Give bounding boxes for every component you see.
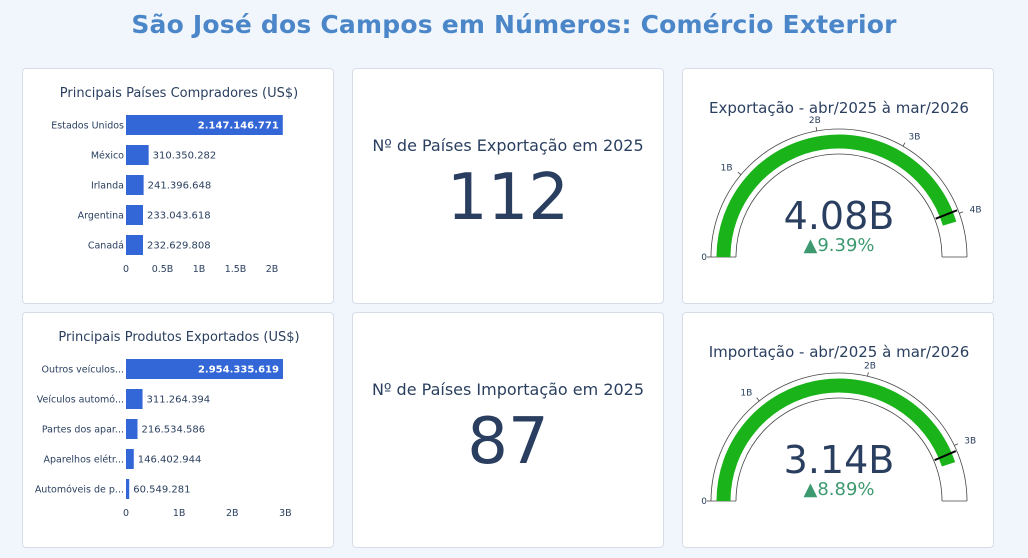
kpi-card-import-countries: Nº de Países Importação em 2025 87	[352, 312, 664, 548]
gauge-value-bar	[716, 134, 957, 258]
data-label: 2.954.335.619	[198, 365, 279, 376]
x-tick-label: 0.5B	[152, 264, 174, 275]
category-label: Estados Unidos	[51, 121, 124, 132]
gauge-title: Exportação - abr/2025 à mar/2026	[709, 99, 969, 117]
x-tick-label: 0	[123, 508, 129, 519]
data-label: 60.549.281	[133, 485, 190, 496]
bar-mark	[126, 449, 134, 469]
category-label: Argentina	[78, 211, 124, 222]
bar-chart-title: Principais Produtos Exportados (US$)	[58, 330, 299, 345]
gauge-tick-label: 3B	[964, 437, 976, 447]
gauge-export: Exportação - abr/2025 à mar/2026 0 1B 2B 3B 4…	[701, 99, 982, 263]
category-label: Canadá	[88, 241, 124, 252]
kpi-value-import-countries: 87	[467, 405, 549, 479]
gauge-tick	[815, 126, 818, 132]
gauge-value: 3.14B	[784, 438, 895, 482]
gauge-tick	[954, 443, 959, 446]
bar-mark	[126, 359, 283, 379]
gauge-value-bar	[716, 378, 956, 502]
bar-mark	[126, 145, 149, 165]
bar-chart-title: Principais Países Compradores (US$)	[60, 86, 298, 101]
gauge-tick-label: 1B	[740, 388, 752, 398]
bar-chart-products: Principais Produtos Exportados (US$) Outr…	[35, 330, 300, 519]
x-tick-label: 1B	[173, 508, 186, 519]
bar-mark	[126, 419, 138, 439]
bar-mark	[126, 205, 144, 225]
data-label: 310.350.282	[153, 151, 217, 162]
gauge-tick	[756, 397, 760, 402]
x-tick-label: 3B	[279, 508, 292, 519]
data-label: 216.534.586	[142, 425, 206, 436]
data-label: 146.402.944	[138, 455, 202, 466]
bar-chart-card-countries: Principais Países Compradores (US$) Estad…	[22, 68, 334, 304]
gauge-tick-label: 4B	[970, 205, 982, 215]
gauge-tick-label: 1B	[721, 164, 733, 174]
bar-mark	[126, 389, 143, 409]
gauge-import: Importação - abr/2025 à mar/2026 0 1B 2B 3B 3…	[701, 343, 976, 507]
gauge-outline-outer	[710, 128, 968, 258]
data-label: 311.264.394	[147, 395, 211, 406]
kpi-card-export-countries: Nº de Países Exportação em 2025 112	[352, 68, 664, 304]
gauge-delta: ▲9.39%	[803, 235, 874, 256]
gauge-card-import: Importação - abr/2025 à mar/2026 0 1B 2B 3B 3…	[682, 312, 994, 548]
bar-mark	[126, 115, 283, 135]
gauge-threshold	[934, 450, 957, 462]
bar-chart-card-products: Principais Produtos Exportados (US$) Outr…	[22, 312, 334, 548]
gauge-tick-label: 0	[701, 497, 707, 507]
category-label: Aparelhos elétr...	[44, 455, 124, 466]
gauge-tick	[737, 171, 742, 176]
data-label: 232.629.808	[147, 241, 211, 252]
bar-mark	[126, 235, 143, 255]
gauge-tick-label: 3B	[909, 133, 921, 143]
bar-mark	[126, 175, 144, 195]
x-tick-label: 2B	[226, 508, 239, 519]
category-label: Outros veículos...	[41, 365, 124, 376]
gauge-card-export: Exportação - abr/2025 à mar/2026 0 1B 2B 3B 4…	[682, 68, 994, 304]
bar-mark	[126, 479, 130, 499]
category-label: Veículos automó...	[37, 395, 124, 406]
x-tick-label: 0	[123, 264, 129, 275]
gauge-outline-outer	[710, 372, 968, 502]
gauge-tick	[902, 142, 906, 147]
category-label: Partes dos apar...	[42, 425, 124, 436]
gauge-outline-inner	[735, 153, 943, 258]
gauge-tick	[959, 211, 964, 214]
data-label: 2.147.146.771	[198, 121, 279, 132]
gauge-threshold	[935, 209, 958, 220]
bar-chart-countries: Principais Países Compradores (US$) Estad…	[51, 86, 298, 275]
page-title: São José dos Campos em Números: Comércio…	[131, 10, 897, 39]
data-label: 233.043.618	[147, 211, 211, 222]
gauge-tick	[867, 372, 869, 377]
gauge-tick-label: 2B	[809, 116, 821, 126]
gauge-tick-label: 0	[701, 253, 707, 263]
x-tick-label: 2B	[266, 264, 279, 275]
gauge-title: Importação - abr/2025 à mar/2026	[709, 343, 970, 361]
kpi-label-import-countries: Nº de Países Importação em 2025	[371, 380, 645, 399]
gauge-tick-label: 2B	[864, 361, 876, 371]
category-label: México	[91, 151, 124, 162]
kpi-label-export-countries: Nº de Países Exportação em 2025	[372, 136, 644, 155]
category-label: Automóveis de p...	[35, 485, 124, 496]
kpi-value-export-countries: 112	[446, 161, 570, 235]
x-tick-label: 1.5B	[225, 264, 247, 275]
x-tick-label: 1B	[193, 264, 206, 275]
gauge-delta: ▲8.89%	[803, 479, 874, 500]
gauge-outline-inner	[735, 397, 943, 502]
data-label: 241.396.648	[148, 181, 212, 192]
gauge-value: 4.08B	[784, 194, 895, 238]
category-label: Irlanda	[91, 181, 124, 192]
